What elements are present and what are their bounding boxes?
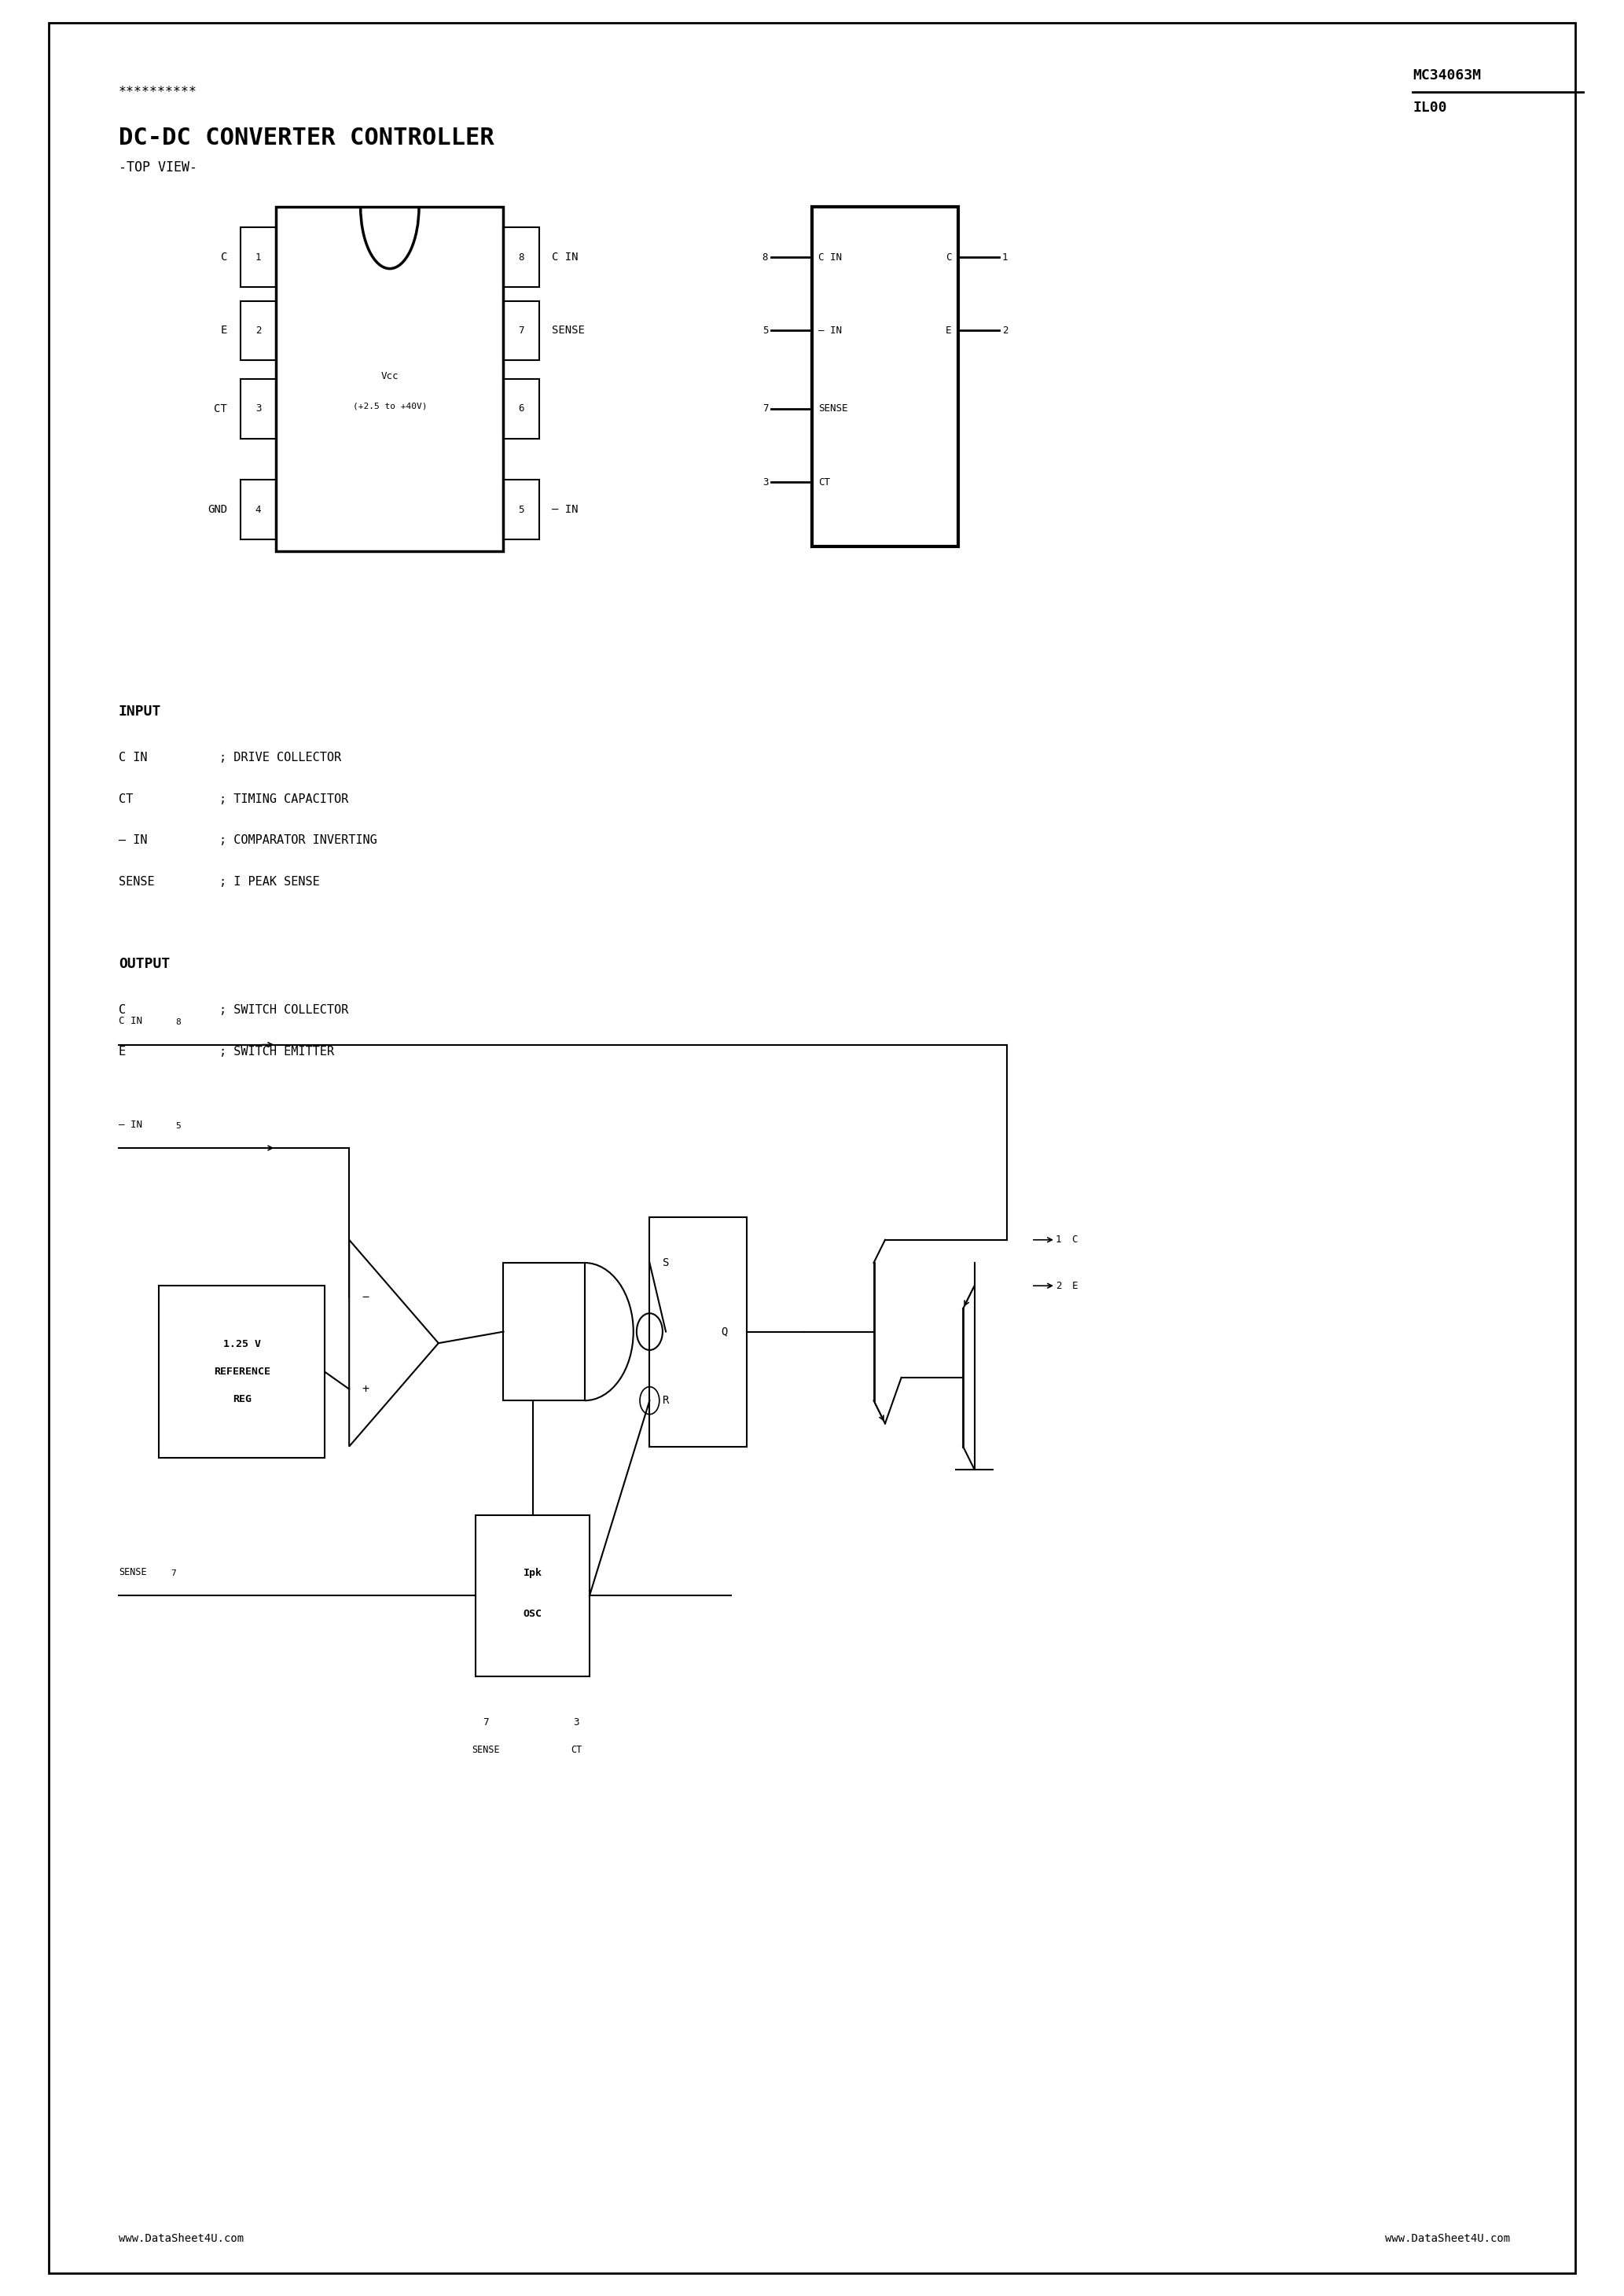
Text: 2: 2 (1002, 326, 1009, 335)
Text: OSC: OSC (523, 1609, 542, 1619)
Text: CT: CT (572, 1745, 581, 1754)
Text: **********: ********** (119, 85, 197, 99)
Text: ; COMPARATOR INVERTING: ; COMPARATOR INVERTING (219, 833, 377, 847)
Text: ; SWITCH COLLECTOR: ; SWITCH COLLECTOR (219, 1003, 349, 1017)
Text: ; TIMING CAPACITOR: ; TIMING CAPACITOR (219, 792, 349, 806)
Text: 2: 2 (1056, 1281, 1062, 1290)
Text: DC-DC CONVERTER CONTROLLER: DC-DC CONVERTER CONTROLLER (119, 126, 494, 149)
Text: SENSE: SENSE (552, 326, 585, 335)
Text: 8: 8 (762, 253, 768, 262)
Text: CT: CT (214, 404, 227, 413)
Text: – IN: – IN (119, 833, 148, 847)
Text: CT: CT (119, 792, 133, 806)
Text: S: S (663, 1258, 669, 1267)
Text: E: E (945, 326, 952, 335)
Text: Vcc: Vcc (382, 372, 398, 381)
Text: C IN: C IN (119, 751, 148, 765)
Text: SENSE: SENSE (818, 404, 848, 413)
Text: 8: 8 (518, 253, 525, 262)
Text: 7: 7 (171, 1570, 175, 1577)
Text: 7: 7 (762, 404, 768, 413)
Text: C IN: C IN (818, 253, 843, 262)
Text: www.DataSheet4U.com: www.DataSheet4U.com (1385, 2234, 1510, 2243)
Text: GND: GND (208, 505, 227, 514)
Text: C IN: C IN (119, 1017, 143, 1026)
Text: REFERENCE: REFERENCE (214, 1366, 270, 1378)
Text: 4: 4 (255, 505, 261, 514)
Text: SENSE: SENSE (119, 875, 154, 889)
Text: INPUT: INPUT (119, 705, 161, 719)
Text: 5: 5 (762, 326, 768, 335)
Text: 1.25 V: 1.25 V (222, 1339, 261, 1350)
Text: C: C (221, 253, 227, 262)
Text: −: − (362, 1290, 369, 1304)
Text: 7: 7 (518, 326, 525, 335)
Text: E: E (1072, 1281, 1078, 1290)
Text: E: E (221, 326, 227, 335)
Text: www.DataSheet4U.com: www.DataSheet4U.com (119, 2234, 244, 2243)
Text: 2: 2 (255, 326, 261, 335)
Text: – IN: – IN (119, 1120, 143, 1130)
Text: 1: 1 (1056, 1235, 1062, 1244)
Text: C: C (1072, 1235, 1078, 1244)
Text: ; I PEAK SENSE: ; I PEAK SENSE (219, 875, 320, 889)
Text: 1: 1 (1002, 253, 1009, 262)
Text: C: C (119, 1003, 125, 1017)
Text: C: C (945, 253, 952, 262)
Text: 7: 7 (482, 1717, 489, 1727)
Text: 1: 1 (255, 253, 261, 262)
Text: -TOP VIEW-: -TOP VIEW- (119, 161, 197, 174)
Text: REG: REG (232, 1394, 252, 1405)
Text: C IN: C IN (552, 253, 578, 262)
Text: SENSE: SENSE (119, 1568, 146, 1577)
Text: R: R (663, 1396, 669, 1405)
Text: – IN: – IN (552, 505, 578, 514)
Text: +: + (362, 1382, 369, 1396)
Text: 5: 5 (175, 1123, 180, 1130)
Text: SENSE: SENSE (471, 1745, 500, 1754)
Text: OUTPUT: OUTPUT (119, 957, 171, 971)
Text: E: E (119, 1045, 125, 1058)
Text: CT: CT (818, 478, 830, 487)
Text: IL00: IL00 (1413, 101, 1447, 115)
Text: 6: 6 (518, 404, 525, 413)
Text: 3: 3 (255, 404, 261, 413)
Text: (+2.5 to +40V): (+2.5 to +40V) (352, 402, 427, 411)
Text: – IN: – IN (818, 326, 843, 335)
Text: 8: 8 (175, 1019, 180, 1026)
Text: Q: Q (721, 1327, 728, 1336)
Text: 3: 3 (573, 1717, 580, 1727)
Text: Ipk: Ipk (523, 1568, 542, 1577)
Text: ; DRIVE COLLECTOR: ; DRIVE COLLECTOR (219, 751, 341, 765)
Text: MC34063M: MC34063M (1413, 69, 1481, 83)
Text: 3: 3 (762, 478, 768, 487)
Text: 5: 5 (518, 505, 525, 514)
Text: ; SWITCH EMITTER: ; SWITCH EMITTER (219, 1045, 335, 1058)
